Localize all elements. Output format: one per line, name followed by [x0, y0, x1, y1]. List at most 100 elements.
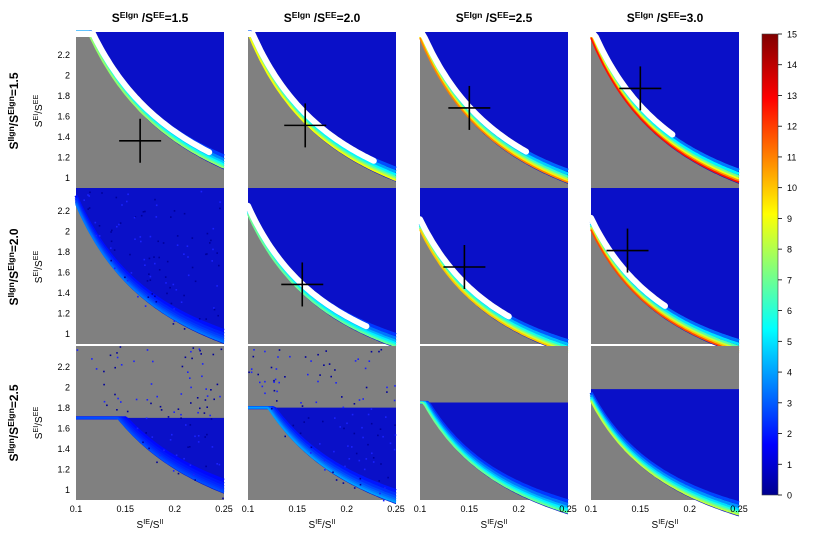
- speckle: [315, 401, 318, 404]
- speckle: [187, 371, 189, 373]
- speckle: [98, 235, 101, 237]
- speckle: [301, 405, 304, 407]
- speckle: [199, 407, 201, 410]
- speckle: [148, 257, 151, 260]
- rim-band: [420, 401, 569, 514]
- speckle: [124, 276, 126, 279]
- speckle: [116, 409, 118, 411]
- y-tick-label: 1.8: [57, 91, 70, 101]
- speckle: [219, 207, 221, 210]
- column-title-4: SEIgn /SEE=3.0: [627, 10, 704, 25]
- y-axis-label: SEI/SEE: [31, 251, 45, 284]
- speckle: [213, 307, 215, 309]
- speckle: [146, 349, 149, 351]
- y-tick-label: 1.4: [57, 288, 70, 298]
- speckle: [200, 190, 203, 193]
- speckle: [155, 204, 158, 207]
- valid-region: [76, 188, 224, 344]
- speckle: [335, 479, 338, 481]
- speckle: [212, 248, 214, 251]
- speckle: [370, 408, 373, 410]
- rim-band: [589, 394, 740, 508]
- x-tick-label: 0.1: [585, 504, 598, 514]
- speckle: [211, 446, 214, 448]
- speckle: [190, 402, 192, 404]
- speckle: [172, 323, 175, 325]
- y-tick-label: 1: [65, 329, 70, 339]
- colorbar-tick-label: 3: [787, 398, 792, 408]
- y-tick-label: 2: [65, 71, 70, 81]
- speckle: [357, 358, 359, 360]
- x-tick-label: 0.15: [117, 504, 135, 514]
- speckle: [377, 434, 379, 437]
- speckle: [156, 461, 158, 464]
- speckle: [140, 240, 142, 243]
- x-tick-label: 0.1: [242, 504, 255, 514]
- speckle: [218, 463, 221, 466]
- speckle: [180, 417, 182, 419]
- speckle: [95, 368, 98, 370]
- speckle: [183, 294, 185, 297]
- speckle: [149, 235, 152, 238]
- panel-r3-c3: [420, 346, 569, 515]
- speckle: [113, 249, 116, 251]
- speckle: [372, 461, 375, 463]
- speckle: [271, 407, 273, 410]
- speckle: [101, 192, 103, 194]
- speckle: [197, 435, 200, 437]
- valid-region: [420, 32, 568, 184]
- speckle: [328, 363, 331, 365]
- rim-band: [590, 400, 740, 516]
- row-title-2: SIIgn/SEIgn=2.0: [6, 228, 21, 305]
- speckle: [169, 286, 171, 289]
- speckle: [365, 458, 368, 460]
- speckle: [205, 318, 207, 320]
- speckle: [304, 356, 307, 358]
- speckle: [219, 487, 222, 489]
- speckle: [334, 417, 336, 419]
- speckle: [116, 352, 118, 354]
- speckle: [307, 373, 309, 376]
- speckle: [162, 242, 165, 244]
- speckle: [204, 436, 206, 438]
- speckle: [134, 238, 136, 240]
- speckle: [217, 314, 219, 317]
- speckle: [347, 445, 349, 447]
- speckle: [185, 424, 187, 426]
- x-tick-label: 0.1: [414, 504, 427, 514]
- rim-band: [248, 406, 397, 496]
- panel-r3-c1: [76, 346, 225, 500]
- speckle: [119, 346, 122, 348]
- speckle: [216, 383, 219, 386]
- speckle: [206, 232, 209, 235]
- row-titles: SIIgn/SEIgn=1.5 SEI/SEE SIIgn/SEIgn=2.0 SEI…: [6, 72, 45, 461]
- speckle: [358, 399, 361, 401]
- column-titles: SEIgn /SEE=1.5 SEIgn /SEE=2.0 SEIgn /SEE=2…: [112, 10, 704, 25]
- saturated-region: [417, 31, 530, 155]
- speckle: [394, 424, 396, 426]
- rim-band: [589, 223, 740, 346]
- speckle: [317, 380, 319, 383]
- speckle: [292, 424, 295, 427]
- speckle: [115, 196, 118, 199]
- speckle: [274, 378, 277, 381]
- speckle: [216, 252, 218, 254]
- speckle: [275, 368, 278, 370]
- speckle: [264, 380, 266, 383]
- speckle: [152, 360, 154, 363]
- speckle: [222, 497, 224, 500]
- speckle: [127, 193, 129, 196]
- speckle: [151, 436, 154, 438]
- speckle: [358, 459, 361, 462]
- speckle: [94, 221, 97, 224]
- y-tick-label: 1.4: [57, 444, 70, 454]
- speckle: [380, 348, 383, 351]
- speckle: [330, 375, 332, 378]
- speckle: [310, 452, 312, 454]
- speckle: [273, 381, 275, 383]
- x-axis-label: SIE/SII: [137, 517, 164, 531]
- speckle: [110, 259, 112, 262]
- y-tick-label: 1.6: [57, 424, 70, 434]
- speckle: [146, 280, 149, 282]
